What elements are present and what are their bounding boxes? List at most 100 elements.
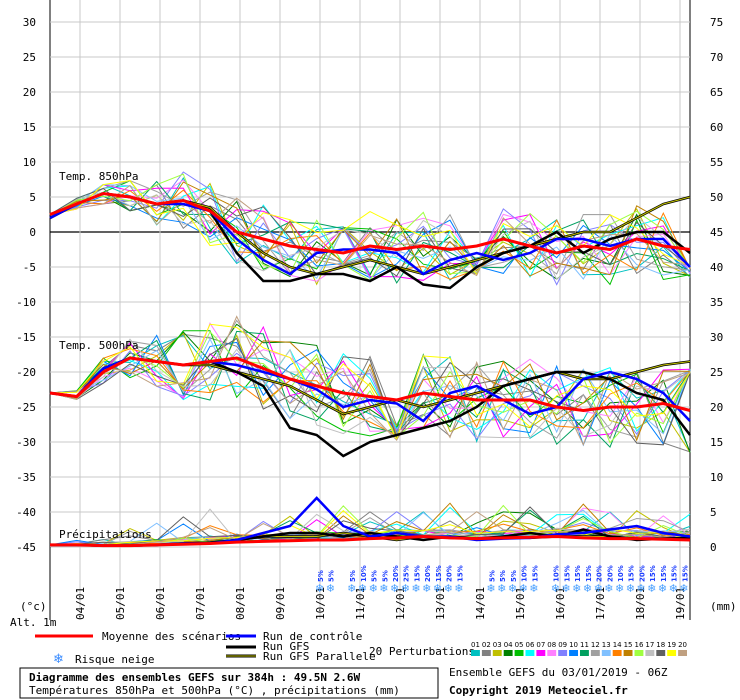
snowflake-icon: ❄ xyxy=(358,582,367,595)
snowflake-icon: ❄ xyxy=(529,582,538,595)
snowflake-icon: ❄ xyxy=(369,582,378,595)
perturbation-17-t850 xyxy=(49,191,691,281)
snowflake-icon: ❄ xyxy=(583,582,592,595)
footer-title: Diagramme des ensembles GEFS sur 384h : … xyxy=(29,671,361,684)
perturbation-legend: 01 02 03 04 05 06 07 08 09 10 11 12 13 14 15 16 17 18 19 20 xyxy=(471,641,687,656)
perturbation-code: 04 xyxy=(504,641,513,649)
panel-label-850: Temp. 850hPa xyxy=(59,170,138,183)
perturbation-swatch xyxy=(634,650,644,656)
date-label: 16/01 xyxy=(554,587,567,620)
snow-risk-pct: 15% xyxy=(660,565,668,582)
left-tick-label: 25 xyxy=(23,51,36,64)
x-axis: 04/01 05/01 06/01 07/01 08/01 09/01 10/01 11/01… xyxy=(49,547,691,620)
left-tick-label: 5 xyxy=(29,191,36,204)
perturbation-swatch xyxy=(601,650,611,656)
snowflake-icon: ❄ xyxy=(444,582,453,595)
snow-risk-pct: 5% xyxy=(510,570,518,582)
date-label: 04/01 xyxy=(74,587,87,620)
perturbation-19-t500 xyxy=(49,323,691,441)
perturbation-12-t850 xyxy=(49,180,691,275)
perturbation-swatch xyxy=(525,650,535,656)
perturbation-swatch xyxy=(547,650,557,656)
footer-subtitle: Températures 850hPa et 500hPa (°C) , pré… xyxy=(29,684,400,697)
series-0-t850 xyxy=(49,191,691,255)
date-label: 18/01 xyxy=(634,587,647,620)
date-label: 12/01 xyxy=(394,587,407,620)
snowflake-icon: ❄ xyxy=(636,582,645,595)
snow-risk-pct: 10% xyxy=(553,565,561,582)
series-0-precip xyxy=(50,534,691,548)
right-tick-label: 65 xyxy=(710,86,723,99)
snowflake-icon: ❄ xyxy=(486,582,495,595)
snowflake-icon: ❄ xyxy=(347,582,356,595)
date-label: 09/01 xyxy=(274,587,287,620)
snow-risk-pct: 20% xyxy=(606,565,614,582)
right-tick-label: 20 xyxy=(710,401,723,414)
perturbation-20-t500 xyxy=(49,315,691,446)
perturbation-swatch xyxy=(590,650,600,656)
perturbation-11-t850 xyxy=(49,180,691,284)
legend-mean: Moyenne des scénarios xyxy=(102,630,241,643)
perturbation-12-t500 xyxy=(49,319,691,439)
right-axis-unit: (mm) xyxy=(710,600,737,613)
date-label: 13/01 xyxy=(434,587,447,620)
snow-risk-pct: 15% xyxy=(574,565,582,582)
perturbation-07-t850 xyxy=(49,183,691,281)
snow-risk-pct: 20% xyxy=(392,565,400,582)
right-tick-label: 50 xyxy=(710,191,723,204)
perturbation-14-t500 xyxy=(49,348,691,436)
legend-risk: Risque neige xyxy=(75,653,154,666)
snowflake-icon: ❄ xyxy=(508,582,517,595)
snowflake-icon: ❄ xyxy=(519,582,528,595)
perturbation-code: 10 xyxy=(569,641,578,649)
left-axis-unit: (°c) xyxy=(20,600,47,613)
snow-risk-pct: 15% xyxy=(671,565,679,582)
panel-label-precip: Précipitations xyxy=(59,528,152,541)
snowflake-icon: ❄ xyxy=(647,582,656,595)
left-tick-label: 20 xyxy=(23,86,36,99)
snow-risk-pct: 20% xyxy=(596,565,604,582)
date-label: 14/01 xyxy=(474,587,487,620)
perturbation-code: 19 xyxy=(667,641,676,649)
perturbation-swatch xyxy=(471,650,480,656)
snow-risk-pct: 10% xyxy=(617,565,625,582)
perturbation-swatch xyxy=(678,650,687,656)
footer-box xyxy=(19,667,439,699)
perturbation-14-t850 xyxy=(49,189,691,280)
right-tick-label: 5 xyxy=(710,506,717,519)
panel-label-500: Temp. 500hPa xyxy=(59,339,138,352)
snowflake-icon: ❄ xyxy=(561,582,570,595)
snowflake-icon: ❄ xyxy=(572,582,581,595)
perturbation-code: 11 xyxy=(580,641,589,649)
snowflake-icon: ❄ xyxy=(433,582,442,595)
left-tick-label: 30 xyxy=(23,16,36,29)
perturbation-code: 13 xyxy=(602,641,611,649)
snow-risk-pct: 15% xyxy=(531,565,539,582)
right-tick-label: 30 xyxy=(710,331,723,344)
snow-risk-pct: 25% xyxy=(403,565,411,582)
right-tick-label: 25 xyxy=(710,366,723,379)
snowflake-icon: ❄ xyxy=(454,582,463,595)
snow-risk-pct: 15% xyxy=(628,565,636,582)
perturbation-code: 05 xyxy=(515,641,524,649)
right-tick-label: 10 xyxy=(710,471,723,484)
snow-risk-pct: 15% xyxy=(649,565,657,582)
snow-risk-pct: 5% xyxy=(488,570,496,582)
left-tick-label: -35 xyxy=(16,471,36,484)
snow-risk-pct: 20% xyxy=(638,565,646,582)
date-label: 05/01 xyxy=(114,587,127,620)
snow-risk-pct: 15% xyxy=(413,565,421,582)
perturbation-code: 18 xyxy=(656,641,665,649)
date-label: 06/01 xyxy=(154,587,167,620)
perturbation-code: 17 xyxy=(645,641,654,649)
perturbation-swatch xyxy=(536,650,546,656)
perturbation-13-t850 xyxy=(49,183,691,280)
snow-risk-pct: 20% xyxy=(424,565,432,582)
perturbation-17-t500 xyxy=(49,338,691,439)
left-tick-label: 10 xyxy=(23,156,36,169)
perturbation-code: 07 xyxy=(536,641,545,649)
snowflake-icon: ❄ xyxy=(422,582,431,595)
snowflake-icon: ❄ xyxy=(53,652,64,667)
right-tick-label: 55 xyxy=(710,156,723,169)
